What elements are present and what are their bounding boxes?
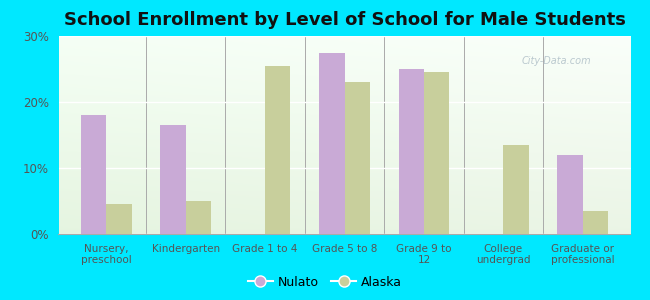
Bar — [398, 69, 424, 234]
Bar — [186, 201, 211, 234]
Bar — [106, 204, 131, 234]
Bar — [344, 82, 370, 234]
Bar — [503, 145, 529, 234]
Bar — [583, 211, 608, 234]
Text: City-Data.com: City-Data.com — [522, 56, 592, 66]
Legend: Nulato, Alaska: Nulato, Alaska — [242, 271, 408, 294]
Bar — [265, 66, 291, 234]
Bar — [558, 155, 583, 234]
Title: School Enrollment by Level of School for Male Students: School Enrollment by Level of School for… — [64, 11, 625, 29]
Bar — [424, 72, 449, 234]
Bar — [319, 52, 344, 234]
Bar — [160, 125, 186, 234]
Bar — [81, 115, 106, 234]
